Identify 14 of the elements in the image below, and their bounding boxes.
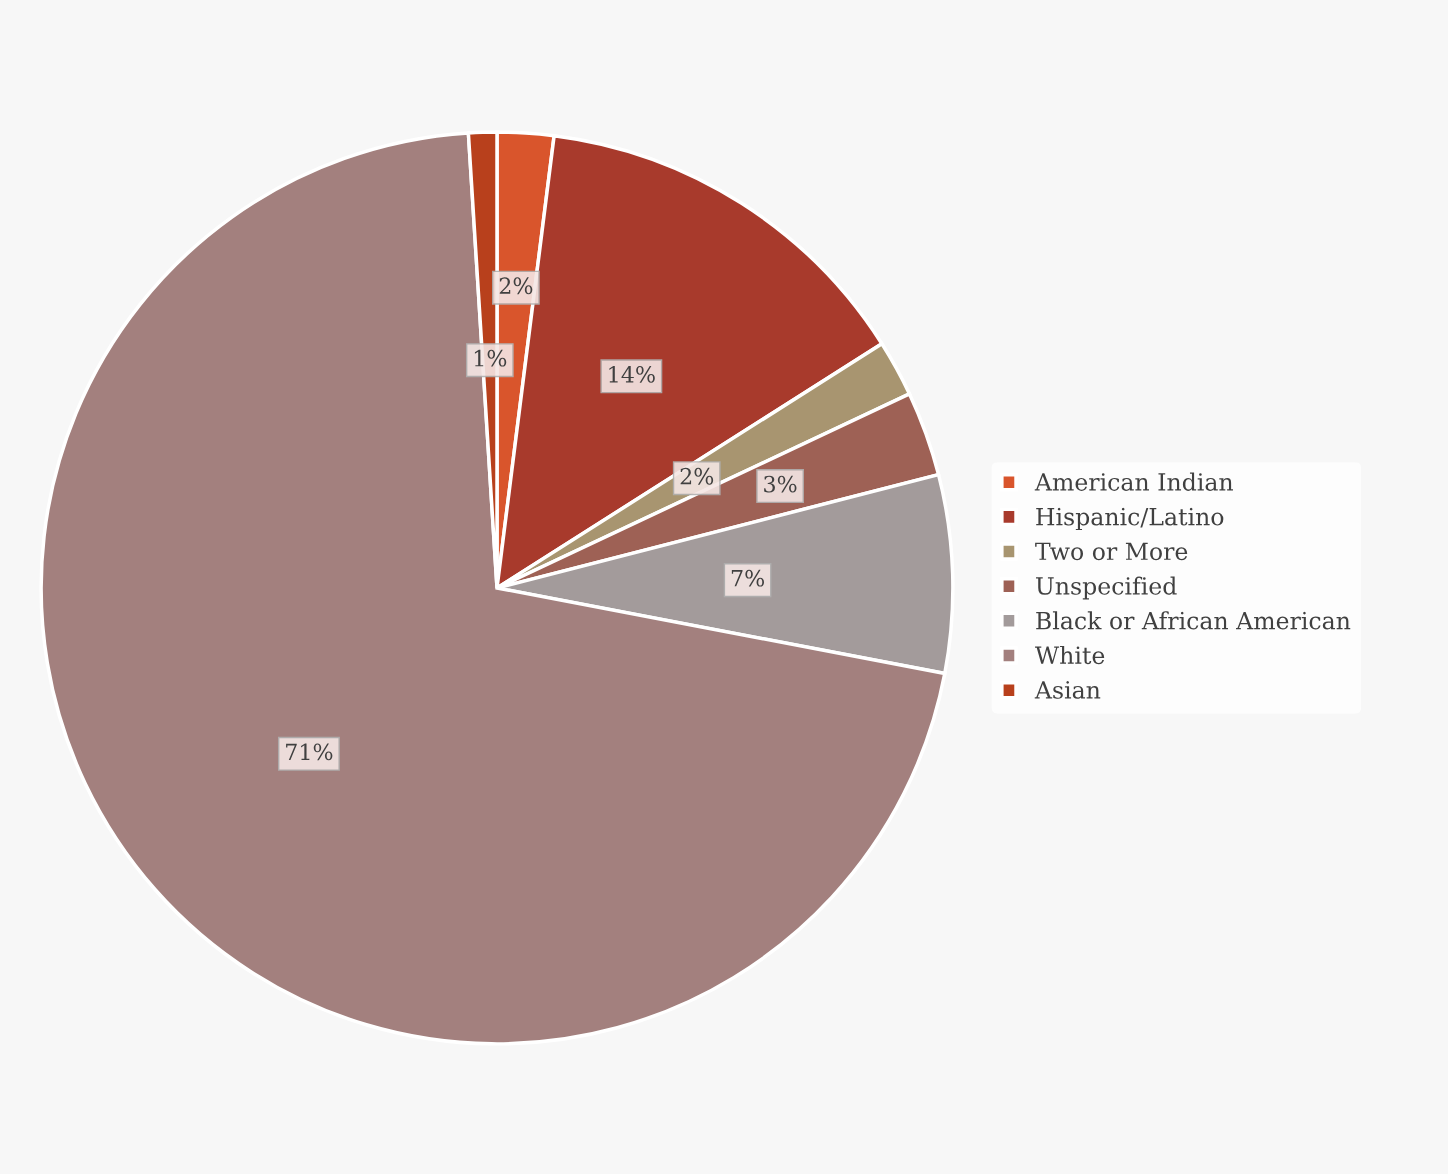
data-label: 2%	[499, 277, 533, 295]
data-label: 71%	[286, 743, 333, 761]
legend-label: American Indian	[1034, 472, 1233, 491]
legend-label: Black or African American	[1036, 611, 1351, 630]
data-label: 14%	[609, 365, 655, 383]
legend-label: Unspecified	[1036, 576, 1177, 600]
legend-label: Hispanic/Latino	[1036, 507, 1224, 531]
data-label: 2%	[680, 467, 714, 485]
data-label: 3%	[764, 475, 797, 493]
legend-label: White	[1035, 645, 1105, 665]
data-label: 1%	[474, 349, 507, 367]
data-label: 7%	[731, 569, 765, 587]
legend-label: Two or More	[1035, 542, 1188, 561]
legend-label: Asian	[1034, 681, 1101, 699]
